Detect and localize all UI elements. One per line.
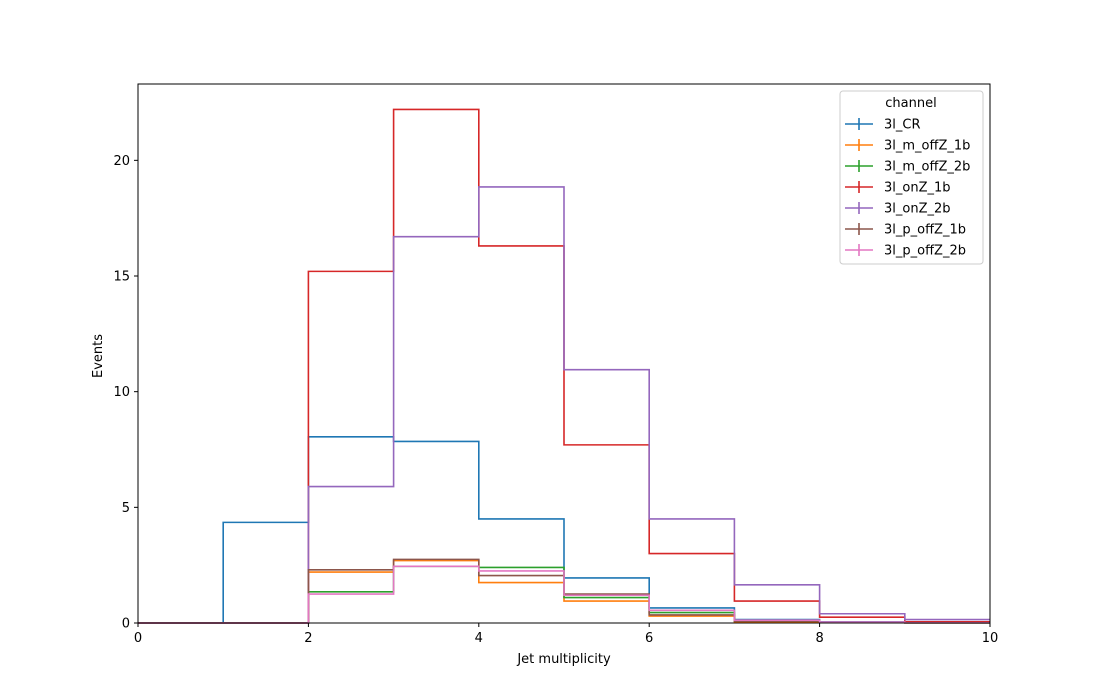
- legend-entry: 3l_p_offZ_2b: [845, 244, 966, 259]
- y-axis-label: Events: [91, 334, 106, 378]
- legend-label: 3l_onZ_1b: [884, 181, 951, 196]
- series-layer: [138, 108, 990, 624]
- x-ticks: 0 2 4 6 8 10: [134, 623, 998, 646]
- legend: channel 3l_CR3l_m_offZ_1b3l_m_offZ_2b3l_…: [839, 90, 984, 265]
- series-line-3l_onZ_1b: [138, 108, 990, 624]
- x-tick-label: 4: [475, 631, 483, 646]
- x-tick-label: 8: [815, 631, 823, 646]
- series-line-3l_onZ_2b: [138, 186, 990, 624]
- y-tick-label: 10: [113, 385, 130, 400]
- x-tick-label: 0: [134, 631, 142, 646]
- legend-title: channel: [885, 96, 936, 111]
- legend-entry: 3l_onZ_1b: [845, 181, 951, 196]
- axes-frame: [137, 83, 991, 624]
- x-axis-label: Jet multiplicity: [516, 652, 611, 667]
- legend-entry: 3l_m_offZ_2b: [845, 160, 970, 175]
- legend-entry: 3l_onZ_2b: [845, 202, 951, 217]
- legend-entry: 3l_CR: [845, 118, 921, 133]
- legend-label: 3l_p_offZ_2b: [884, 244, 966, 259]
- legend-label: 3l_p_offZ_1b: [884, 223, 966, 238]
- legend-label: 3l_m_offZ_2b: [884, 160, 970, 175]
- x-tick-label: 6: [645, 631, 653, 646]
- legend-label: 3l_CR: [884, 118, 921, 133]
- y-tick-label: 15: [113, 270, 130, 285]
- y-tick-label: 0: [122, 617, 130, 632]
- series-line-3l_p_offZ_2b: [138, 565, 990, 624]
- y-ticks: 0 5 10 15 20: [113, 154, 138, 632]
- legend-frame: [839, 90, 984, 265]
- x-tick-label: 2: [304, 631, 312, 646]
- y-tick-label: 5: [122, 501, 130, 516]
- x-tick-label: 10: [982, 631, 999, 646]
- legend-label: 3l_m_offZ_1b: [884, 139, 970, 154]
- legend-entry: 3l_p_offZ_1b: [845, 223, 966, 238]
- y-tick-label: 20: [113, 154, 130, 169]
- legend-entry: 3l_m_offZ_1b: [845, 139, 970, 154]
- legend-entries: 3l_CR 3l_m_offZ_1b 3l_m_offZ_2b 3l_onZ_1b 3l…: [845, 118, 970, 259]
- legend-label: 3l_onZ_2b: [884, 202, 951, 217]
